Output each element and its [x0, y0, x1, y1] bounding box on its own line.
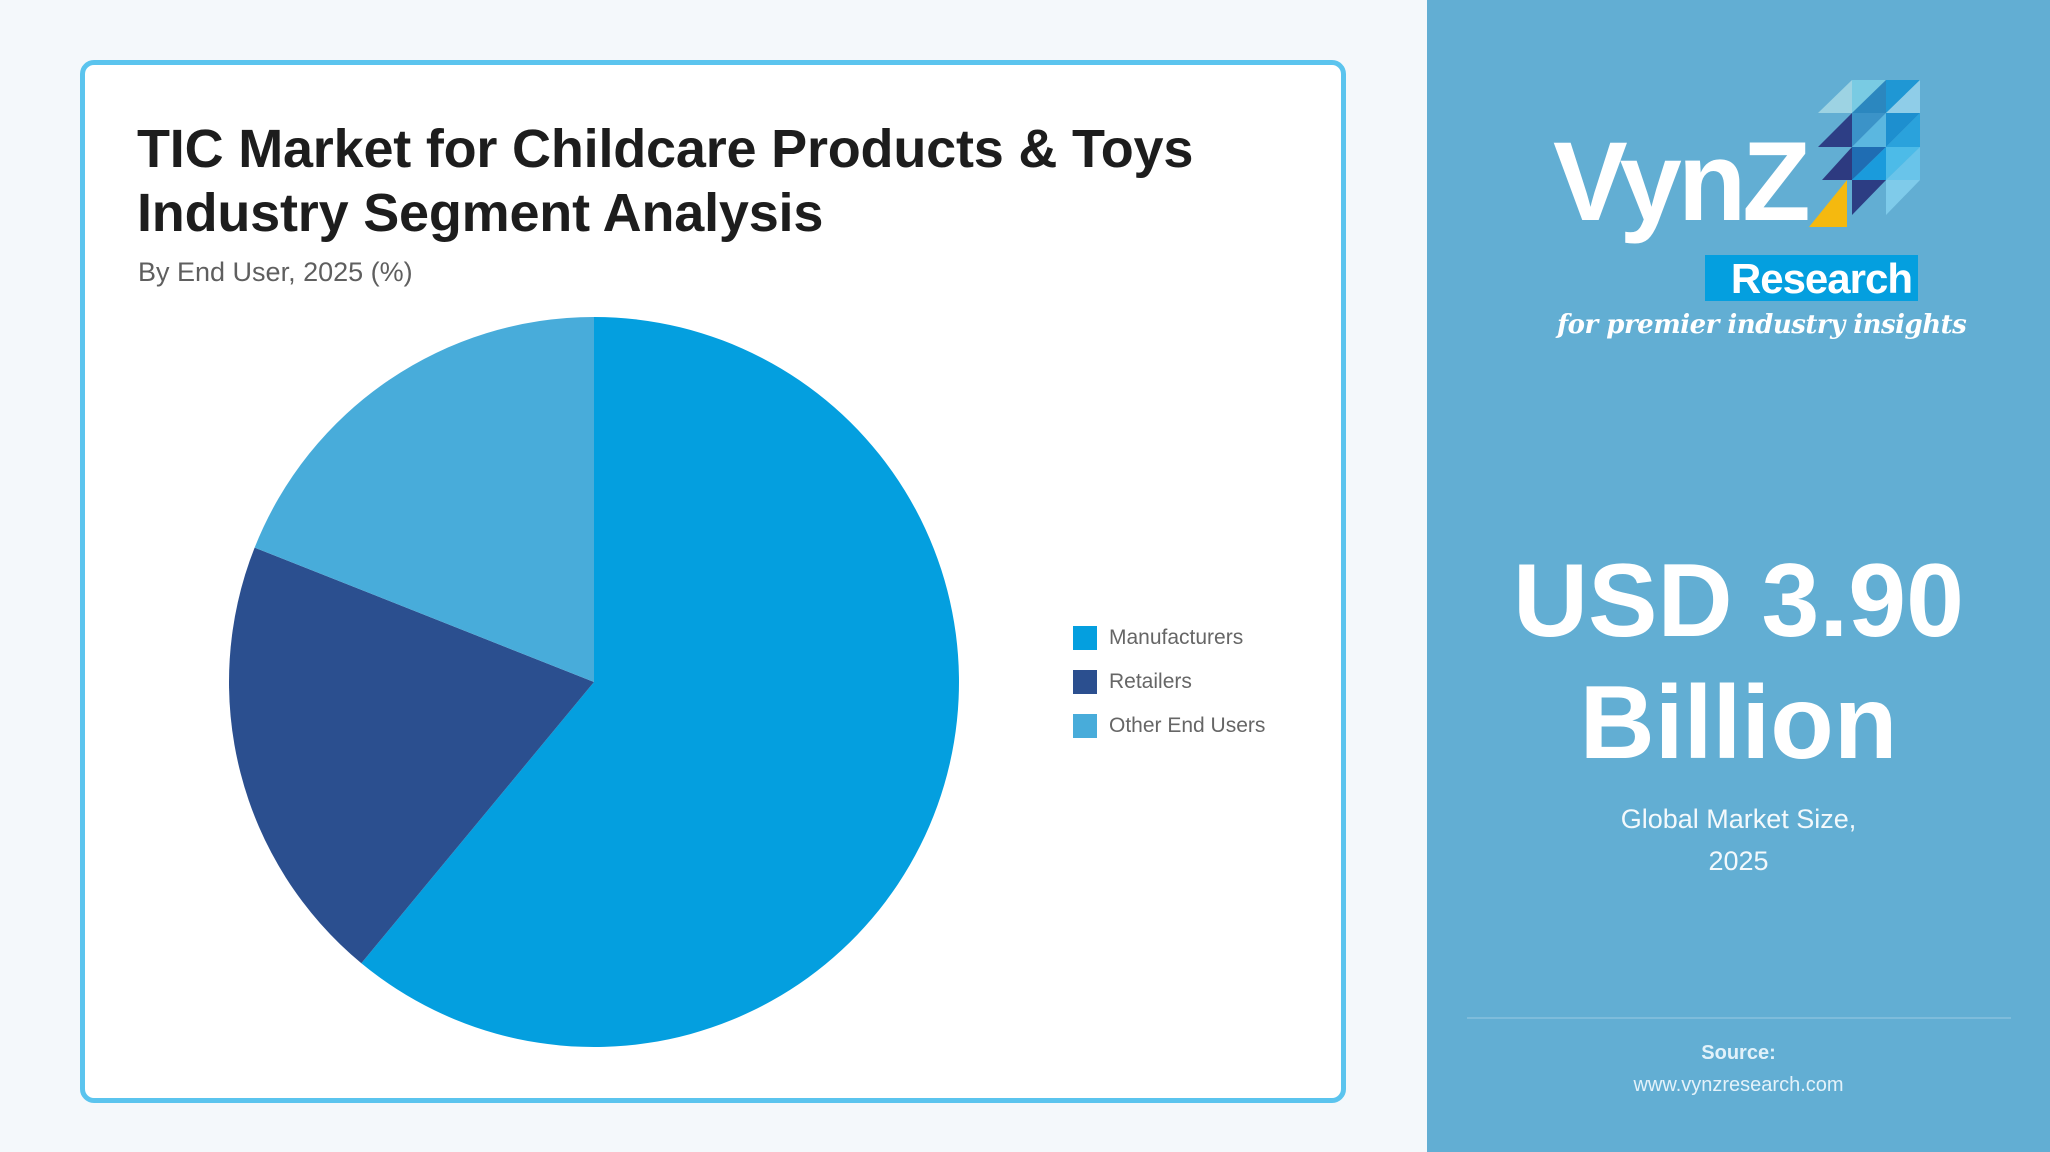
- panel-divider: [1467, 1017, 2011, 1019]
- market-size-panel: VynZ Research for premier industry insig…: [1427, 0, 2050, 1152]
- legend-swatch-icon: [1073, 714, 1097, 738]
- legend-label: Manufacturers: [1109, 626, 1244, 649]
- pie-slice-other-end-users[interactable]: [254, 317, 594, 682]
- market-size-amount: USD 3.90: [1513, 543, 1964, 659]
- chart-card: TIC Market for Childcare Products & Toys…: [80, 60, 1346, 1103]
- legend-item-other-end-users[interactable]: Other End Users: [1073, 714, 1265, 738]
- source-link[interactable]: www.vynzresearch.com: [1633, 1074, 1844, 1096]
- source-block: Source: www.vynzresearch.com: [1427, 1037, 2050, 1101]
- chart-title-line-1: TIC Market for Childcare Products & Toys: [137, 119, 1194, 179]
- chart-legend: Manufacturers Retailers Other End Users: [1073, 626, 1265, 758]
- vynz-research-logo: VynZ Research for premier industry insig…: [1547, 70, 1967, 360]
- legend-label: Retailers: [1109, 670, 1192, 693]
- legend-swatch-icon: [1073, 626, 1097, 650]
- logo-wordmark: VynZ: [1553, 119, 1811, 244]
- source-label: Source:: [1701, 1042, 1776, 1064]
- legend-swatch-icon: [1073, 670, 1097, 694]
- chart-subtitle: By End User, 2025 (%): [138, 257, 413, 287]
- legend-item-manufacturers[interactable]: Manufacturers: [1073, 626, 1265, 650]
- pie-slice-manufacturers[interactable]: [361, 317, 959, 1047]
- market-size-caption: Global Market Size, 2025: [1427, 798, 2050, 882]
- chart-title: TIC Market for Childcare Products & Toys…: [137, 117, 1287, 245]
- legend-label: Other End Users: [1109, 714, 1266, 737]
- logo-tagline: for premier industry insights: [1557, 310, 1967, 340]
- caption-line-1: Global Market Size,: [1620, 804, 1857, 834]
- logo-mosaic-icon: [1809, 80, 1920, 227]
- chart-title-line-2: Industry Segment Analysis: [137, 183, 824, 243]
- caption-line-2: 2025: [1708, 846, 1769, 876]
- market-size-unit: Billion: [1579, 665, 1898, 781]
- market-size-value: USD 3.90 Billion: [1427, 540, 2050, 784]
- pie-chart: [228, 317, 959, 1047]
- legend-item-retailers[interactable]: Retailers: [1073, 670, 1265, 694]
- logo-research-badge: Research: [1705, 255, 1918, 302]
- pie-slice-retailers[interactable]: [228, 547, 594, 964]
